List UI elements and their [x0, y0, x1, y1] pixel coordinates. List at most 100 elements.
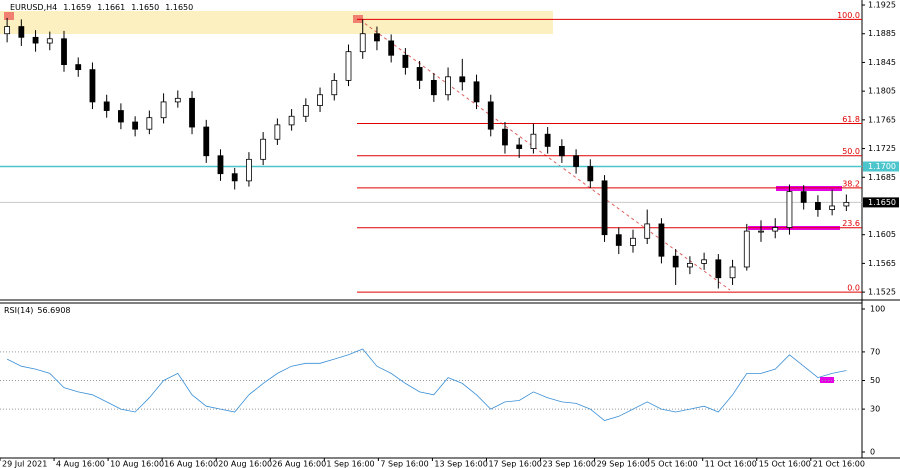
candle-body — [587, 166, 594, 182]
y-tick-label: 1.1765 — [868, 115, 896, 124]
rsi-header: RSI(14) 56.6908 — [4, 306, 71, 315]
candle-body — [743, 230, 750, 268]
candle-body — [217, 155, 224, 175]
y-tick-label: 1.1685 — [868, 173, 896, 182]
candle-body — [118, 110, 124, 123]
x-tick-label: 29 Jul 2021 — [2, 460, 47, 468]
candle-body — [487, 101, 494, 130]
rsi-marker — [820, 377, 834, 383]
candle-body — [189, 97, 195, 128]
candle-body — [103, 101, 110, 111]
x-tick-label: 17 Sep 16:00 — [488, 460, 541, 468]
candle-body — [4, 26, 11, 35]
fib-label: 50.0 — [842, 147, 860, 156]
candle-body — [132, 121, 139, 130]
candle-body — [786, 191, 793, 228]
y-tick-label: 1.1525 — [868, 288, 896, 297]
marker — [4, 12, 14, 20]
x-tick-label: 26 Aug 16:00 — [272, 460, 326, 468]
candle-body — [644, 223, 651, 239]
x-tick-label: 5 Oct 16:00 — [651, 460, 698, 468]
candle-body — [430, 79, 437, 96]
candle-body — [160, 101, 167, 119]
candle-body — [459, 76, 466, 83]
candle-body — [843, 201, 850, 207]
candle-body — [203, 126, 210, 157]
x-tick-label: 4 Aug 16:00 — [56, 460, 105, 468]
candle-body — [231, 173, 238, 182]
y-tick-label: 70 — [870, 347, 880, 356]
candle-body — [274, 124, 281, 140]
x-tick-label: 1 Sep 16:00 — [326, 460, 374, 468]
candle-body — [758, 230, 764, 233]
rsi-line — [6, 348, 847, 421]
candle-body — [701, 259, 708, 264]
fib-label: 61.8 — [842, 115, 860, 124]
y-tick-label: 30 — [870, 405, 880, 414]
candle-body — [331, 79, 338, 96]
candle-body — [146, 117, 153, 130]
x-tick-label: 13 Sep 16:00 — [434, 460, 487, 468]
candle-body — [729, 266, 736, 279]
candle-body — [317, 94, 323, 106]
fib-label: 38.2 — [842, 179, 860, 188]
candle-body — [829, 205, 836, 210]
candle-body — [374, 33, 380, 42]
x-tick-label: 15 Oct 16:00 — [759, 460, 811, 468]
y-tick-label: 1.1725 — [868, 144, 896, 153]
candle-body — [615, 234, 622, 246]
candle-body — [558, 146, 565, 157]
candle-body — [502, 128, 508, 146]
candle-body — [246, 158, 252, 182]
candle-body — [516, 144, 523, 149]
candle-body — [473, 81, 480, 103]
candle-body — [18, 26, 25, 38]
candle-body — [89, 69, 96, 103]
y-tick-label: 1.1805 — [868, 87, 896, 96]
zone-highlight — [0, 11, 553, 34]
ohlc-value: 1.1650 — [165, 3, 193, 12]
candle-body — [815, 201, 821, 210]
fib-label: 0.0 — [847, 284, 860, 293]
rsi-title: RSI(14) — [4, 306, 33, 315]
fib-trendline — [359, 19, 731, 291]
y-tick-label: 100 — [870, 305, 885, 314]
candle-body — [630, 237, 636, 246]
candle-body — [61, 38, 67, 65]
candle-body — [800, 191, 807, 203]
candle-body — [302, 105, 309, 117]
candle-body — [772, 227, 779, 232]
candle-body — [174, 97, 181, 103]
x-tick-label: 21 Oct 16:00 — [813, 460, 865, 468]
candle-body — [32, 36, 39, 44]
candle-body — [715, 259, 722, 279]
x-tick-label: 11 Oct 16:00 — [705, 460, 757, 468]
x-tick-label: 23 Sep 16:00 — [543, 460, 596, 468]
candle-body — [288, 115, 295, 126]
x-tick-label: 16 Aug 16:00 — [164, 460, 218, 468]
y-tick-label: 1.1565 — [868, 259, 896, 268]
candle-body — [544, 133, 551, 147]
candle-body — [416, 67, 423, 81]
y-tick-label: 1.1925 — [868, 1, 896, 10]
candle-body — [530, 133, 537, 149]
resistance-zone — [776, 186, 842, 191]
candle-body — [46, 38, 53, 44]
ohlc-value: 1.1661 — [97, 3, 125, 12]
candle-body — [601, 180, 608, 236]
y-tick-label: 50 — [870, 376, 880, 385]
fib-label: 100.0 — [837, 11, 860, 20]
candle-body — [573, 155, 579, 167]
x-tick-label: 29 Sep 16:00 — [597, 460, 650, 468]
candle-body — [359, 33, 366, 53]
candle-body — [445, 76, 451, 96]
chart-header: EURUSD,H4 1.1659 1.1661 1.1650 1.1650 — [10, 3, 193, 12]
price-tag — [863, 161, 899, 172]
ohlc-value: 1.1650 — [131, 3, 159, 12]
candle-body — [345, 51, 352, 81]
candle-body — [402, 54, 409, 68]
y-tick-label: 0 — [870, 448, 875, 457]
x-tick-label: 20 Aug 16:00 — [218, 460, 272, 468]
